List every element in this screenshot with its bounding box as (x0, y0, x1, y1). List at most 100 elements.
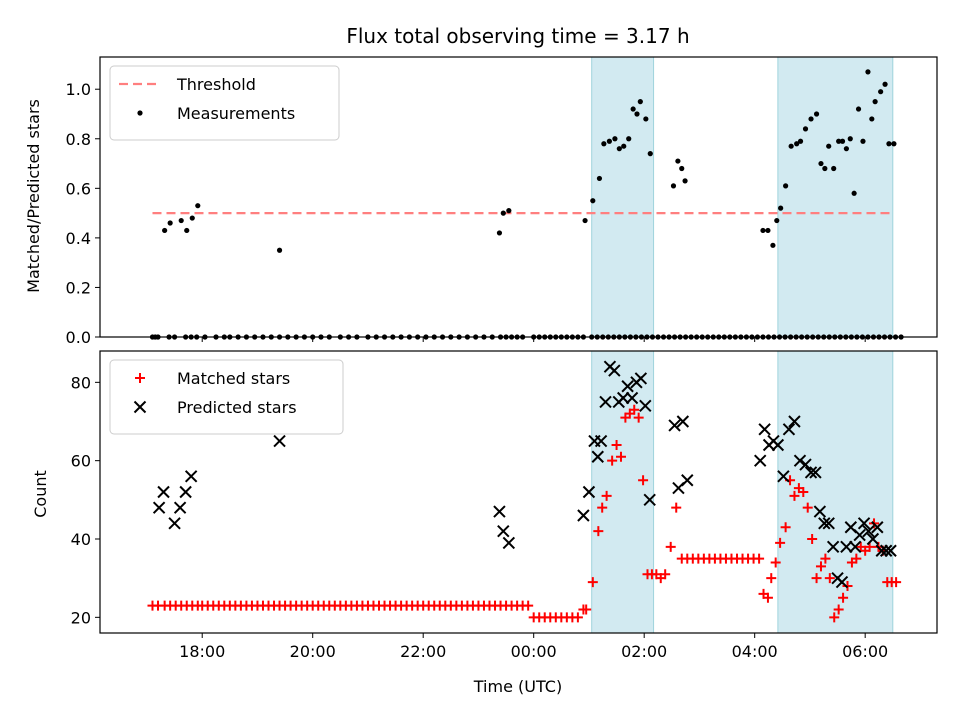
measurement-point (770, 242, 776, 248)
predicted-star-point (804, 466, 818, 479)
predicted-star-point (608, 364, 621, 377)
legend-label: Matched stars (177, 369, 290, 388)
x-tick-label: 02:00 (621, 642, 667, 661)
top-y-axis-label: Matched/Predicted stars (24, 99, 43, 293)
predicted-star-point (668, 419, 681, 432)
measurement-point (783, 183, 789, 189)
predicted-star-point (639, 399, 652, 413)
y-tick-label: 0.0 (66, 328, 91, 347)
ratio-panel: 0.0 0.2 0.4 0.6 0.8 1.0 Threshold Measurements (66, 56, 938, 347)
measurement-point (813, 111, 820, 117)
x-tick-label: 22:00 (400, 642, 446, 661)
measurement-point (878, 89, 884, 95)
measurement-point (865, 69, 871, 75)
predicted-star-point (173, 501, 187, 514)
observing-window-band (591, 56, 655, 338)
predicted-star-point (875, 544, 888, 557)
matched-star-point (851, 553, 862, 564)
measurement-point (882, 81, 888, 87)
matched-star-point (807, 534, 818, 544)
predicted-star-point (822, 517, 835, 530)
predicted-star-point (818, 517, 831, 530)
y-tick-label: 0.4 (66, 229, 91, 248)
measurement-point (606, 138, 612, 144)
matched-star-point (762, 592, 773, 603)
legend-matched-marker (135, 373, 145, 383)
predicted-star-point (777, 470, 790, 483)
predicted-star-point (782, 423, 796, 436)
matched-star-point (593, 526, 604, 537)
measurement-point (496, 230, 503, 236)
matched-star-point (581, 604, 592, 615)
measurement-point (637, 99, 643, 105)
x-tick-label: 20:00 (290, 642, 336, 661)
predicted-star-point (676, 415, 690, 428)
measurement-point (184, 227, 190, 234)
predicted-star-point (849, 540, 862, 554)
measurement-point (612, 136, 618, 142)
measurement-point (582, 217, 588, 224)
measurement-point (831, 165, 837, 172)
measurement-point (788, 143, 794, 149)
matched-star-point (838, 592, 849, 603)
measurement-point (760, 227, 766, 234)
plot-frame (99, 350, 938, 634)
measurement-point (891, 141, 897, 147)
matched-star-point (842, 581, 853, 591)
x-tick-label: 04:00 (732, 642, 778, 661)
predicted-star-point (168, 517, 181, 530)
predicted-star-point (599, 395, 612, 409)
count-panel: 20 40 60 80 18:00 20:00 22:00 00:00 02:00 04:00 06… (71, 350, 938, 661)
predicted-star-point (273, 434, 286, 448)
matched-star-point (780, 522, 791, 533)
y-tick-label: 0.2 (66, 278, 91, 297)
measurement-point (634, 111, 640, 117)
matched-star-point (633, 412, 644, 423)
matched-star-point (802, 502, 813, 513)
predicted-star-point (884, 544, 897, 557)
predicted-star-point (577, 509, 590, 522)
predicted-star-point (857, 517, 871, 530)
measurement-point (276, 247, 283, 253)
predicted-star-point (179, 485, 192, 499)
measurement-point (167, 220, 173, 226)
predicted-star-point (754, 454, 767, 467)
matched-star-point (811, 573, 822, 584)
legend-measurement-marker (137, 110, 143, 116)
matched-star-point (523, 600, 534, 611)
predicted-star-point (758, 423, 771, 436)
matched-star-point (660, 569, 671, 580)
measurement-point (162, 227, 168, 234)
matched-star-point (766, 573, 777, 584)
measurement-point (643, 116, 649, 122)
predicted-star-point (826, 540, 840, 554)
measurement-point (189, 215, 195, 221)
measurement-point (818, 160, 824, 167)
measurement-point (647, 151, 653, 157)
matched-star-point (615, 451, 626, 462)
matched-star-point (770, 557, 781, 568)
measurement-point (616, 146, 622, 152)
predicted-star-point (813, 505, 827, 518)
matched-star-point (891, 577, 902, 588)
predicted-star-point (625, 391, 639, 405)
measurement-point (601, 141, 607, 147)
predicted-star-point (621, 380, 634, 393)
legend-label: Predicted stars (177, 398, 297, 417)
measurement-point (802, 126, 809, 132)
predicted-star-point (879, 544, 893, 557)
matched-star-point (601, 490, 612, 501)
measurement-point (630, 106, 636, 112)
matched-star-point (798, 487, 809, 497)
predicted-star-point (771, 438, 785, 452)
y-tick-label: 80 (71, 373, 91, 392)
predicted-star-point (866, 532, 880, 546)
matched-star-point (789, 490, 800, 501)
matched-star-point (629, 404, 640, 415)
matched-star-point (833, 604, 844, 615)
predicted-star-point (840, 540, 853, 554)
bottom-y-axis-label: Count (31, 470, 50, 518)
y-tick-label: 1.0 (66, 80, 91, 99)
predicted-star-point (152, 501, 166, 514)
matched-star-point (597, 502, 608, 513)
